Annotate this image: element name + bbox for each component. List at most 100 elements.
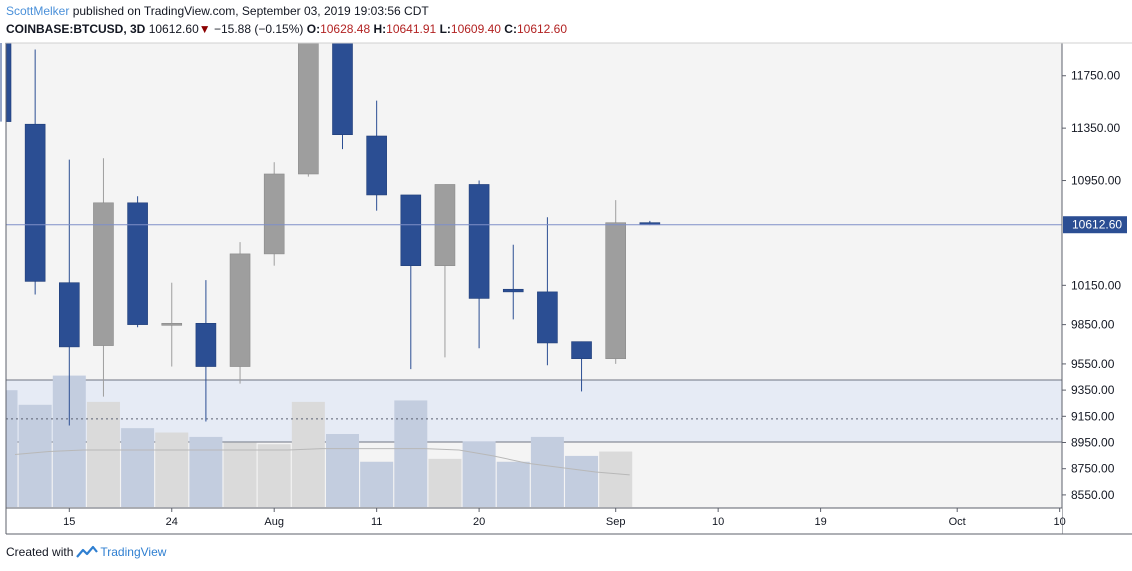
candle-body xyxy=(468,184,490,299)
volume-bar xyxy=(223,442,257,507)
candle xyxy=(468,180,490,349)
candle-body xyxy=(161,323,183,326)
volume-bar xyxy=(291,401,325,507)
high-label: H: xyxy=(373,22,387,36)
footer: Created with TradingView xyxy=(6,545,166,559)
time-tick-label: 11 xyxy=(371,516,382,528)
current-price-tag-text: 10612.60 xyxy=(1072,218,1122,232)
time-axis-labels: 15 24 Aug 11 20 Sep 10 19 Oct 10 xyxy=(63,508,1066,528)
volume-bar xyxy=(155,432,189,507)
volume-layer xyxy=(6,375,633,507)
price-tick-label: 9550.00 xyxy=(1071,357,1115,371)
candle-body xyxy=(5,42,12,122)
candle-body xyxy=(24,123,46,282)
candle xyxy=(161,282,183,367)
candle xyxy=(400,194,422,370)
volume-bar xyxy=(428,458,462,507)
published-text: published on TradingView.com, September … xyxy=(72,4,429,18)
current-price-tag xyxy=(1063,216,1127,234)
candle-body xyxy=(537,291,558,344)
volume-bar xyxy=(189,436,223,507)
time-tick-label: 19 xyxy=(814,516,826,528)
candle-body xyxy=(366,135,387,196)
candle-layer xyxy=(0,42,661,426)
low-value: 10609.40 xyxy=(450,22,501,36)
time-tick-label: 10 xyxy=(712,516,724,528)
candle xyxy=(605,200,627,364)
volume-bar xyxy=(496,461,530,507)
author-link[interactable]: ScottMelker xyxy=(6,4,70,18)
volume-bar xyxy=(257,444,291,507)
candle xyxy=(127,196,148,328)
price-tick-label: 9150.00 xyxy=(1071,409,1115,423)
created-with-text: Created with xyxy=(6,545,74,559)
candle-body xyxy=(58,282,80,348)
volume-bar xyxy=(6,390,18,507)
price-tick-label: 8750.00 xyxy=(1071,462,1115,476)
high-value: 10641.91 xyxy=(386,22,437,36)
close-value: 10612.60 xyxy=(516,22,568,36)
candle-body xyxy=(263,173,285,255)
time-axis[interactable] xyxy=(6,508,1062,534)
volume-bar xyxy=(86,401,120,507)
volume-bar xyxy=(121,428,155,507)
tradingview-brand-link[interactable]: TradingView xyxy=(100,545,167,559)
candle-body xyxy=(195,323,217,367)
time-tick-label: 10 xyxy=(1054,516,1066,528)
time-tick-label: 20 xyxy=(473,516,485,528)
volume-bar xyxy=(18,404,52,507)
candle xyxy=(24,49,46,295)
price-tick-label: 11350.00 xyxy=(1071,121,1120,135)
volume-bar xyxy=(326,434,359,507)
price-tick-label: 11750.00 xyxy=(1071,69,1120,83)
price-axis[interactable] xyxy=(1062,43,1132,508)
candle-body xyxy=(605,222,627,359)
publish-info: ScottMelker published on TradingView.com… xyxy=(6,4,429,18)
volume-bar xyxy=(530,436,564,507)
down-arrow-icon: ▼ xyxy=(198,22,211,36)
price-tick-label: 9850.00 xyxy=(1071,318,1115,332)
candle-body xyxy=(571,341,592,359)
candle xyxy=(298,42,319,177)
price-tick-label: 8550.00 xyxy=(1071,488,1115,502)
low-label: L: xyxy=(439,22,451,36)
candle-body xyxy=(298,42,319,175)
candle xyxy=(93,158,114,397)
volume-bar xyxy=(462,441,496,507)
candle xyxy=(537,217,558,366)
candle xyxy=(366,100,387,211)
candle xyxy=(502,244,524,320)
candle xyxy=(263,162,285,266)
open-value: 10628.48 xyxy=(320,22,371,36)
candle-body xyxy=(229,253,251,367)
open-label: O: xyxy=(306,22,321,36)
price-tick-label: 9350.00 xyxy=(1071,383,1115,397)
support-zone xyxy=(6,380,1062,442)
candle-body xyxy=(332,42,353,135)
price-tick-label: 8950.00 xyxy=(1071,436,1115,450)
candle-body xyxy=(93,202,114,346)
symbol-label: COINBASE:BTCUSD, 3D xyxy=(6,22,146,36)
candle-body xyxy=(400,194,422,266)
candle xyxy=(571,341,592,392)
time-tick-label: Sep xyxy=(606,516,626,528)
time-tick-label: 24 xyxy=(166,516,178,528)
candle-body xyxy=(127,202,148,325)
candle xyxy=(229,242,251,384)
close-label: C: xyxy=(504,22,517,36)
ohlc-legend: COINBASE:BTCUSD, 3D 10612.60▼ −15.88 (−0… xyxy=(6,22,567,36)
time-tick-label: Aug xyxy=(264,516,284,528)
change-value: −15.88 (−0.15%) xyxy=(213,22,304,36)
volume-bar xyxy=(599,451,633,507)
volume-bar xyxy=(360,461,394,507)
price-tick-label: 10950.00 xyxy=(1071,174,1121,188)
candle xyxy=(195,280,217,422)
time-tick-label: Oct xyxy=(949,516,966,528)
last-price: 10612.60 xyxy=(148,22,199,36)
price-tick-label: 10150.00 xyxy=(1071,278,1121,292)
price-axis-labels: 11750.00 11350.00 10950.00 10150.00 9850.00 9… xyxy=(1062,69,1121,502)
volume-ma-line xyxy=(14,448,630,476)
candle xyxy=(332,42,353,150)
volume-bar xyxy=(394,400,428,507)
